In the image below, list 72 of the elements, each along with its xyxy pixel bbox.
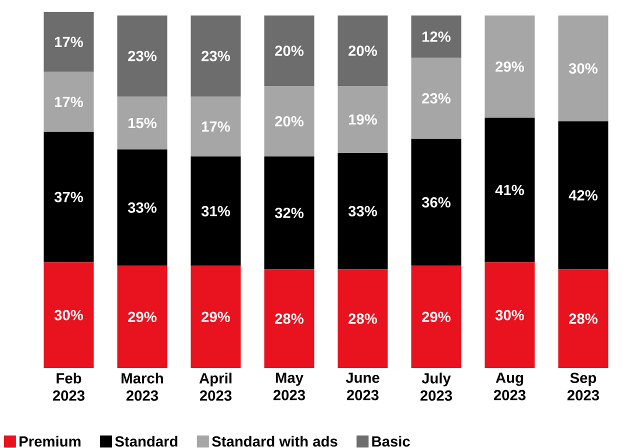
bar [558, 269, 608, 368]
bar [264, 86, 314, 157]
legend-label: Basic [372, 436, 410, 447]
bar [44, 132, 94, 262]
bar [117, 96, 168, 150]
x-tick-label: March 2023 [122, 372, 163, 401]
bar [484, 16, 535, 118]
data-label: 29% [496, 61, 524, 72]
bar [338, 16, 388, 86]
data-label: 28% [275, 313, 304, 324]
x-tick-label: Sep 2023 [567, 372, 600, 400]
bar [411, 138, 462, 266]
bar [44, 12, 94, 72]
bar [411, 16, 462, 58]
data-label: 23% [202, 50, 230, 62]
data-label: 36% [422, 197, 451, 208]
data-label: 29% [422, 312, 451, 322]
x-tick-label: Aug 2023 [494, 372, 526, 400]
data-label: 23% [422, 93, 451, 104]
bar [190, 266, 241, 368]
data-label: 37% [54, 192, 84, 202]
x-tick-label: July 2023 [420, 372, 452, 401]
x-tick-label: April 2023 [199, 372, 232, 401]
legend-label: Premium [20, 436, 80, 447]
x-tick-label: May 2023 [273, 372, 306, 400]
data-label: 28% [348, 313, 378, 324]
bar [44, 262, 94, 368]
data-label: 28% [569, 313, 598, 324]
bar [190, 156, 241, 266]
bar [338, 269, 388, 368]
legend-label: Standard with ads [212, 436, 338, 447]
data-label: 30% [54, 310, 84, 320]
bar [558, 121, 608, 270]
data-label: 20% [275, 116, 304, 126]
bar [44, 72, 94, 132]
bar [117, 149, 168, 266]
bar [117, 16, 168, 97]
data-label: 33% [348, 206, 378, 216]
data-label: 41% [495, 184, 524, 196]
bar [558, 16, 608, 122]
data-label: 20% [275, 46, 304, 56]
bar [190, 16, 241, 97]
bar [264, 156, 314, 270]
bar [411, 58, 462, 139]
data-label: 15% [128, 118, 157, 128]
data-label: 20% [348, 46, 378, 56]
data-label: 32% [274, 208, 304, 218]
bar [411, 266, 462, 368]
data-label: 42% [568, 190, 598, 200]
x-tick-label: Feb 2023 [52, 372, 85, 401]
bar [338, 152, 388, 270]
data-label: 30% [568, 63, 598, 74]
data-label: 33% [128, 202, 157, 213]
data-label: 17% [54, 36, 84, 48]
bar [484, 262, 535, 368]
bar [264, 269, 314, 368]
legend-label: Standard [115, 436, 178, 447]
data-label: 19% [348, 114, 378, 125]
data-label: 30% [495, 310, 524, 320]
data-label: 23% [128, 50, 157, 62]
x-tick-label: June 2023 [346, 372, 380, 400]
bar [338, 86, 388, 153]
bar [190, 96, 241, 157]
bar [264, 16, 314, 86]
data-label: 29% [128, 312, 157, 322]
data-label: 31% [201, 206, 230, 216]
data-label: 12% [422, 32, 451, 42]
data-label: 17% [54, 96, 84, 108]
data-label: 17% [202, 121, 230, 132]
bar [484, 118, 535, 262]
bar [117, 266, 168, 368]
data-label: 29% [202, 312, 230, 322]
